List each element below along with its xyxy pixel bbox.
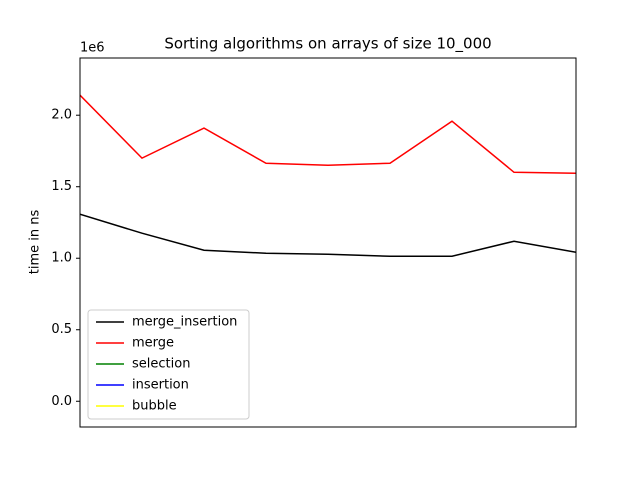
legend-label: insertion [132,378,189,393]
legend-label: bubble [132,399,177,414]
series-line [80,94,576,175]
y-tick-label: 1.5 [51,179,72,194]
series-line [80,213,576,257]
legend-label: merge_insertion [132,315,237,330]
y-axis-label: time in ns [28,210,43,275]
y-tick-label: 0.0 [51,394,72,409]
y-tick-label: 1.0 [51,251,72,266]
offset-label: 1e6 [80,41,105,56]
plot-frame [79,57,577,428]
legend-box [87,309,250,420]
chart-title: Sorting algorithms on arrays of size 10_… [164,35,491,54]
y-tick-label: 0.5 [51,322,72,337]
legend-label: merge [132,336,174,351]
legend-label: selection [132,357,190,372]
y-tick-label: 2.0 [51,108,72,123]
